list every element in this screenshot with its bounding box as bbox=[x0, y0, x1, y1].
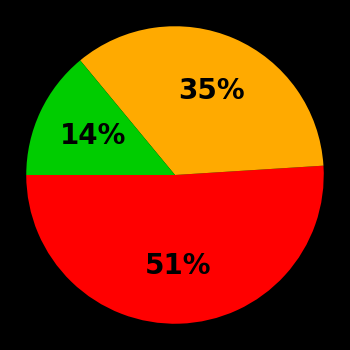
Wedge shape bbox=[80, 26, 323, 175]
Text: 51%: 51% bbox=[145, 252, 211, 280]
Text: 14%: 14% bbox=[60, 122, 126, 150]
Wedge shape bbox=[26, 61, 175, 175]
Wedge shape bbox=[26, 166, 324, 324]
Text: 35%: 35% bbox=[178, 77, 244, 105]
